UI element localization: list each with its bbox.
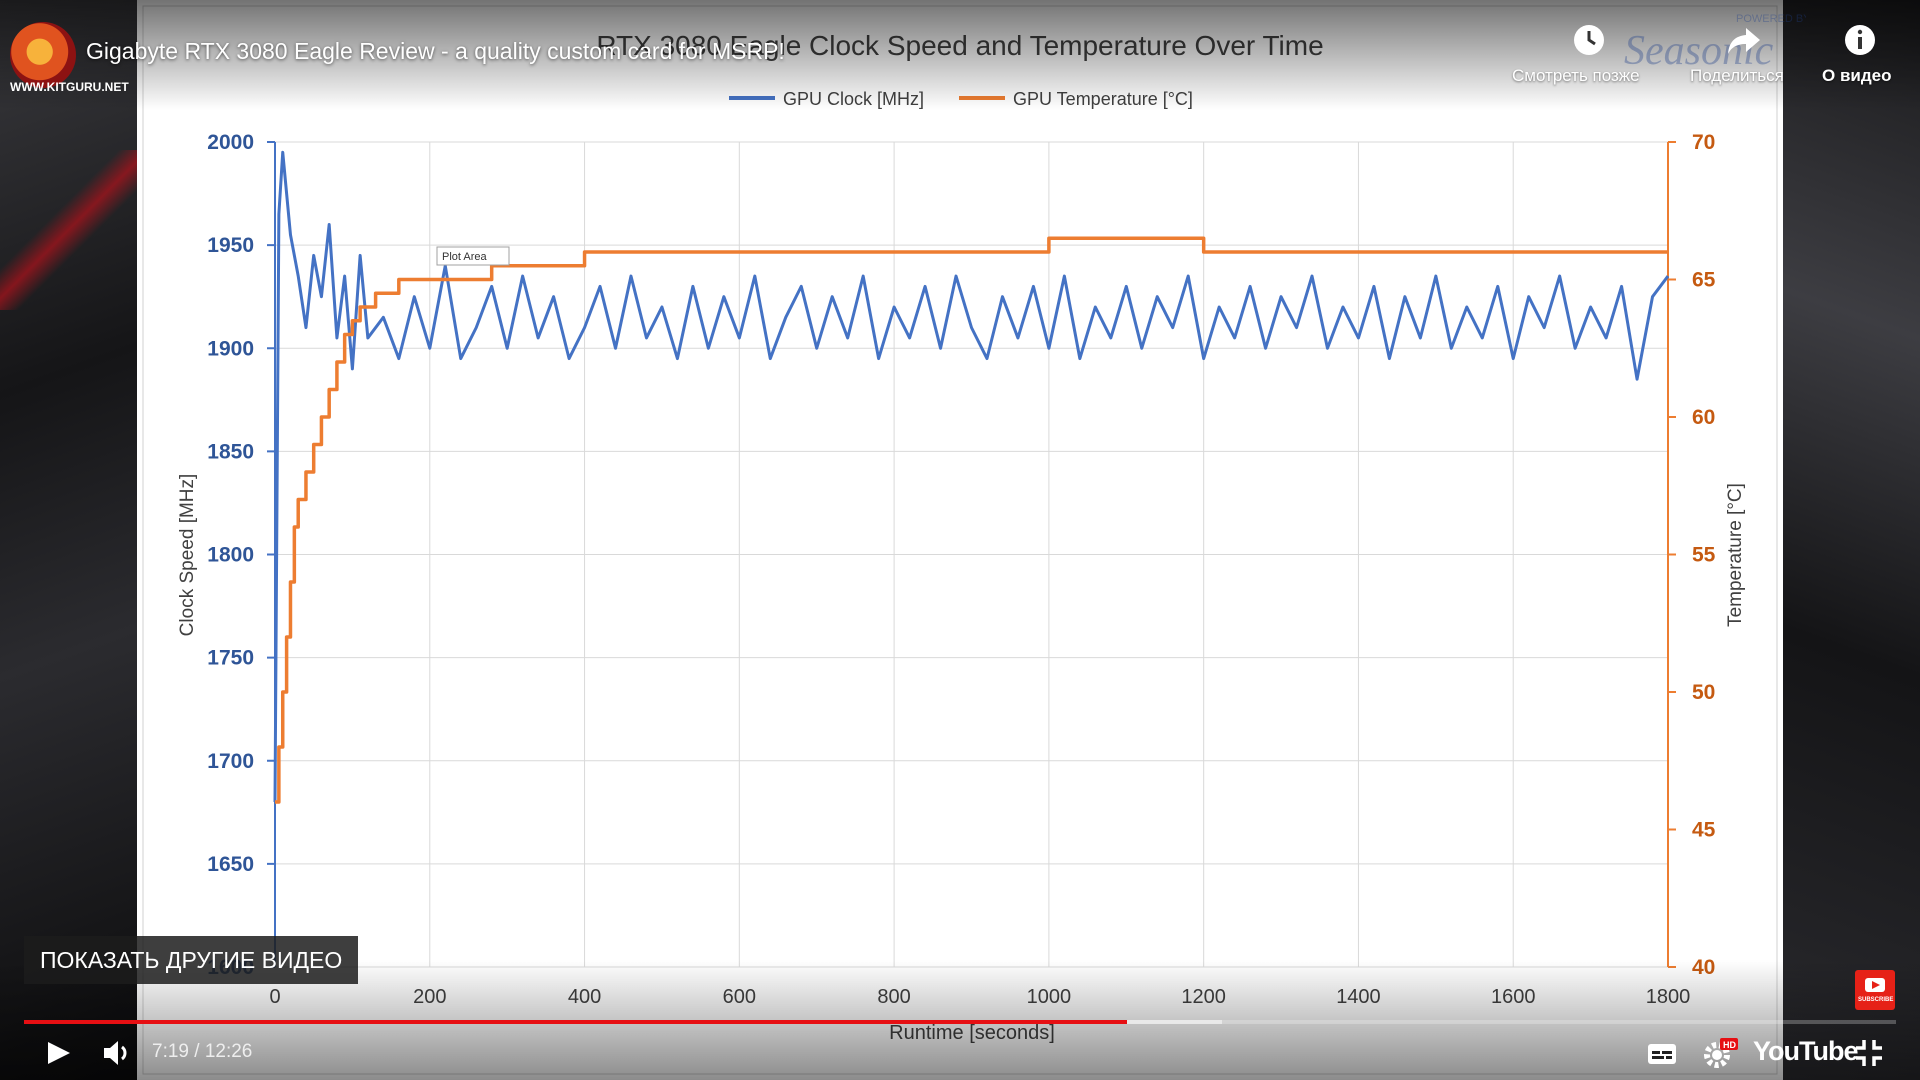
watch-later-label[interactable]: Смотреть позже <box>1512 66 1640 85</box>
y-right-tick-label: 55 <box>1692 544 1716 567</box>
x-tick-label: 1200 <box>1181 986 1226 1008</box>
x-tick-label: 0 <box>269 986 280 1008</box>
show-more-videos-button[interactable]: ПОКАЗАТЬ ДРУГИЕ ВИДЕО <box>24 936 359 984</box>
channel-logo-text: WWW.KITGURU.NET <box>10 80 129 94</box>
y-right-tick-label: 45 <box>1692 819 1716 842</box>
play-icon <box>48 1042 70 1064</box>
progress-played[interactable] <box>24 1020 1127 1024</box>
y-right-tick-label: 70 <box>1692 131 1715 154</box>
x-tick-label: 1600 <box>1491 986 1536 1008</box>
y-left-tick-label: 1900 <box>207 337 254 360</box>
legend-label-1: GPU Temperature [°C] <box>1013 89 1193 109</box>
time-display: 7:19 / 12:26 <box>152 1041 253 1062</box>
youtube-logo[interactable]: YouTube <box>1753 1036 1858 1066</box>
y-left-tick-label: 1850 <box>207 440 254 463</box>
mute-button[interactable] <box>100 1036 134 1070</box>
play-button[interactable] <box>44 1036 74 1070</box>
series-line-0 <box>273 150 1670 803</box>
y-right-tick-label: 60 <box>1692 406 1715 429</box>
channel-logo-icon[interactable] <box>10 22 76 88</box>
subscribe-label: SUBSCRIBE <box>1858 997 1894 1003</box>
y-right-tick-label: 65 <box>1692 269 1716 292</box>
share-label[interactable]: Поделиться <box>1690 66 1784 85</box>
y-right-axis-label: Temperature [°C] <box>1725 483 1746 627</box>
chart: 0200400600800100012001400160018001600165… <box>142 5 1778 1075</box>
y-left-tick-label: 1650 <box>207 853 254 876</box>
sponsor-powered-by: POWERED BY <box>1736 13 1806 25</box>
plot-area-tooltip-box <box>436 246 510 266</box>
sponsor-watermark: POWERED BY Seasonic <box>1624 13 1806 72</box>
exit-fullscreen-button[interactable] <box>1852 1036 1886 1070</box>
y-left-tick-label: 1800 <box>207 544 254 567</box>
x-tick-label: 1400 <box>1336 986 1381 1008</box>
youtube-play-icon <box>1865 978 1885 992</box>
subtitles-icon <box>1648 1044 1676 1064</box>
x-tick-label: 200 <box>413 986 446 1008</box>
subtitles-button[interactable] <box>1645 1036 1679 1070</box>
about-label[interactable]: О видео <box>1822 66 1892 85</box>
settings-button[interactable]: HD <box>1700 1036 1740 1070</box>
hd-badge: HD <box>1723 1040 1736 1050</box>
settings-icon: HD <box>1704 1038 1738 1068</box>
share-icon <box>1728 28 1760 54</box>
volume-icon <box>104 1041 127 1065</box>
x-axis-label: Runtime [seconds] <box>889 1022 1055 1044</box>
y-left-tick-label: 1750 <box>207 647 254 670</box>
x-tick-label: 400 <box>568 986 601 1008</box>
plot-area-tooltip-text: Plot Area <box>442 251 488 263</box>
watch-later-button[interactable] <box>1571 22 1607 58</box>
video-frame[interactable]: 0200400600800100012001400160018001600165… <box>137 0 1783 1080</box>
y-left-axis-label: Clock Speed [MHz] <box>177 474 198 637</box>
x-tick-label: 1000 <box>1027 986 1072 1008</box>
x-tick-label: 600 <box>723 986 756 1008</box>
series-line-1 <box>275 236 1668 804</box>
y-left-tick-label: 1950 <box>207 234 254 257</box>
subscribe-button[interactable]: SUBSCRIBE <box>1855 970 1895 1010</box>
legend-label-0: GPU Clock [MHz] <box>783 89 924 109</box>
about-button[interactable] <box>1842 22 1878 58</box>
y-right-tick-label: 50 <box>1692 681 1715 704</box>
y-left-tick-label: 1700 <box>207 750 254 773</box>
x-tick-label: 1800 <box>1646 986 1691 1008</box>
x-tick-label: 800 <box>877 986 910 1008</box>
y-right-tick-label: 40 <box>1692 956 1715 979</box>
video-title[interactable]: Gigabyte RTX 3080 Eagle Review - a quali… <box>86 38 785 64</box>
clock-icon <box>1574 25 1604 55</box>
chart-border <box>142 5 1778 1075</box>
info-icon <box>1845 25 1875 55</box>
share-button[interactable] <box>1726 22 1762 58</box>
exit-fullscreen-icon <box>1856 1040 1882 1066</box>
y-left-tick-label: 2000 <box>207 131 254 154</box>
background-accent <box>0 150 137 310</box>
background-right <box>1783 0 1920 1080</box>
